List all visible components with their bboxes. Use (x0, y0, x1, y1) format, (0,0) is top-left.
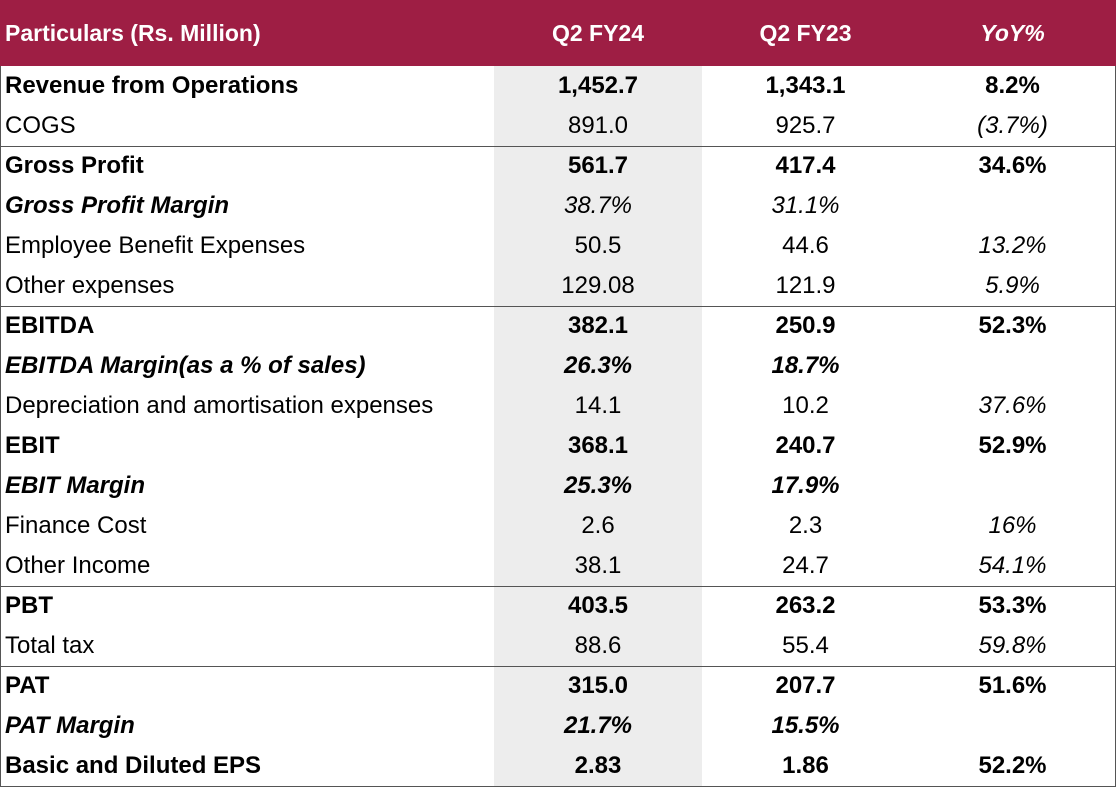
header-q2fy23: Q2 FY23 (759, 19, 852, 46)
cell-yoy: 8.2% (985, 72, 1040, 99)
cell-q2fy24: 368.1 (494, 426, 702, 466)
cell-q2fy24: 21.7% (494, 706, 702, 746)
cell-q2fy23: 24.7 (782, 551, 829, 579)
cell-q2fy24: 129.08 (494, 266, 702, 306)
header-q2fy24: Q2 FY24 (551, 19, 645, 46)
cell-yoy (909, 186, 1116, 226)
row-label: EBITDA Margin(as a % of sales) (5, 352, 366, 379)
cell-yoy: 16% (988, 512, 1037, 539)
cell-q2fy23: 1,343.1 (765, 72, 846, 99)
cell-q2fy24: 38.7% (494, 186, 702, 226)
cell-q2fy24: 891.0 (494, 106, 702, 146)
cell-q2fy23: 207.7 (702, 665, 909, 706)
table-header-row: Particulars (Rs. Million) Q2 FY24 Q2 FY2… (0, 0, 1116, 66)
row-label: EBIT (5, 432, 60, 459)
table-row-other-expenses: Other expenses 129.08 121.9 5.9% (0, 266, 1116, 306)
row-label: Other expenses (5, 271, 175, 299)
row-label: Other Income (5, 551, 151, 579)
row-label: COGS (5, 111, 76, 139)
table-row-gross-profit-margin: Gross Profit Margin 38.7% 31.1% (0, 186, 1116, 226)
cell-q2fy23: 15.5% (771, 712, 840, 739)
cell-yoy: 52.2% (978, 752, 1047, 779)
cell-q2fy23: 1.86 (782, 752, 829, 779)
cell-q2fy23: 10.2 (782, 392, 829, 419)
header-particulars: Particulars (Rs. Million) (5, 19, 261, 46)
cell-yoy: 5.9% (985, 271, 1040, 299)
row-label: Basic and Diluted EPS (5, 752, 262, 779)
table-row-ebitda: EBITDA 382.1 250.9 52.3% (0, 305, 1116, 346)
cell-q2fy23: 44.6 (782, 232, 829, 259)
table-row-ebit-margin: EBIT Margin 25.3% 17.9% (0, 466, 1116, 506)
cell-q2fy24: 382.1 (494, 305, 702, 346)
row-label: Employee Benefit Expenses (5, 232, 306, 259)
row-label: EBIT Margin (5, 472, 146, 499)
table-row-other-income: Other Income 38.1 24.7 54.1% (0, 546, 1116, 586)
cell-q2fy24: 315.0 (494, 665, 702, 706)
cell-yoy: 54.1% (978, 551, 1047, 579)
table-row-eps: Basic and Diluted EPS 2.83 1.86 52.2% (0, 746, 1116, 786)
cell-q2fy23: 417.4 (702, 145, 909, 186)
cell-yoy: (3.7%) (977, 111, 1048, 139)
table-row-cogs: COGS 891.0 925.7 (3.7%) (0, 106, 1116, 146)
cell-q2fy23: 17.9% (771, 472, 840, 499)
cell-q2fy23: 263.2 (702, 585, 909, 626)
cell-q2fy24: 403.5 (494, 585, 702, 626)
cell-q2fy24: 25.3% (494, 466, 702, 506)
row-label: PBT (0, 585, 494, 626)
cell-yoy: 52.3% (909, 305, 1116, 346)
header-yoy: YoY% (980, 19, 1045, 46)
cell-q2fy23: 240.7 (775, 432, 836, 459)
row-label: Gross Profit Margin (5, 192, 230, 219)
cell-q2fy24: 1,452.7 (494, 66, 702, 106)
table-row-gross-profit: Gross Profit 561.7 417.4 34.6% (0, 145, 1116, 186)
row-label: Total tax (5, 631, 95, 659)
table-row-pat: PAT 315.0 207.7 51.6% (0, 665, 1116, 706)
cell-yoy: 34.6% (909, 145, 1116, 186)
table-row-ebitda-margin: EBITDA Margin(as a % of sales) 26.3% 18.… (0, 346, 1116, 386)
cell-q2fy24: 38.1 (494, 546, 702, 586)
row-label: Finance Cost (5, 512, 147, 539)
cell-q2fy24: 561.7 (494, 145, 702, 186)
cell-yoy: 37.6% (978, 392, 1047, 419)
cell-q2fy24: 88.6 (494, 626, 702, 666)
row-label: Depreciation and amortisation expenses (5, 392, 434, 419)
row-label: EBITDA (0, 305, 494, 346)
row-label: Revenue from Operations (5, 72, 299, 99)
cell-q2fy24: 2.6 (494, 506, 702, 546)
table-row-pbt: PBT 403.5 263.2 53.3% (0, 585, 1116, 626)
cell-q2fy23: 925.7 (775, 111, 836, 139)
table-row-revenue: Revenue from Operations 1,452.7 1,343.1 … (0, 66, 1116, 106)
cell-q2fy23: 18.7% (771, 352, 840, 379)
cell-yoy: 51.6% (909, 665, 1116, 706)
cell-yoy: 52.9% (978, 432, 1047, 459)
cell-yoy: 59.8% (978, 631, 1047, 659)
row-label: PAT Margin (5, 712, 135, 739)
table-row-employee-benefit: Employee Benefit Expenses 50.5 44.6 13.2… (0, 226, 1116, 266)
cell-q2fy23: 121.9 (775, 271, 836, 299)
cell-q2fy23: 250.9 (702, 305, 909, 346)
cell-q2fy23: 31.1% (771, 192, 840, 219)
cell-q2fy24: 50.5 (494, 226, 702, 266)
table-row-finance-cost: Finance Cost 2.6 2.3 16% (0, 506, 1116, 546)
table-row-pat-margin: PAT Margin 21.7% 15.5% (0, 706, 1116, 746)
row-label: Gross Profit (0, 145, 494, 186)
cell-q2fy23: 55.4 (782, 631, 829, 659)
cell-yoy (909, 466, 1116, 506)
table-row-ebit: EBIT 368.1 240.7 52.9% (0, 426, 1116, 466)
cell-q2fy24: 26.3% (494, 346, 702, 386)
cell-yoy (909, 706, 1116, 746)
cell-yoy: 13.2% (978, 232, 1047, 259)
cell-q2fy23: 2.3 (788, 512, 823, 539)
cell-yoy (909, 346, 1116, 386)
row-label: PAT (0, 665, 494, 706)
cell-yoy: 53.3% (909, 585, 1116, 626)
cell-q2fy24: 2.83 (494, 746, 702, 786)
cell-q2fy24: 14.1 (494, 386, 702, 426)
table-row-total-tax: Total tax 88.6 55.4 59.8% (0, 626, 1116, 666)
table-row-depreciation: Depreciation and amortisation expenses 1… (0, 386, 1116, 426)
